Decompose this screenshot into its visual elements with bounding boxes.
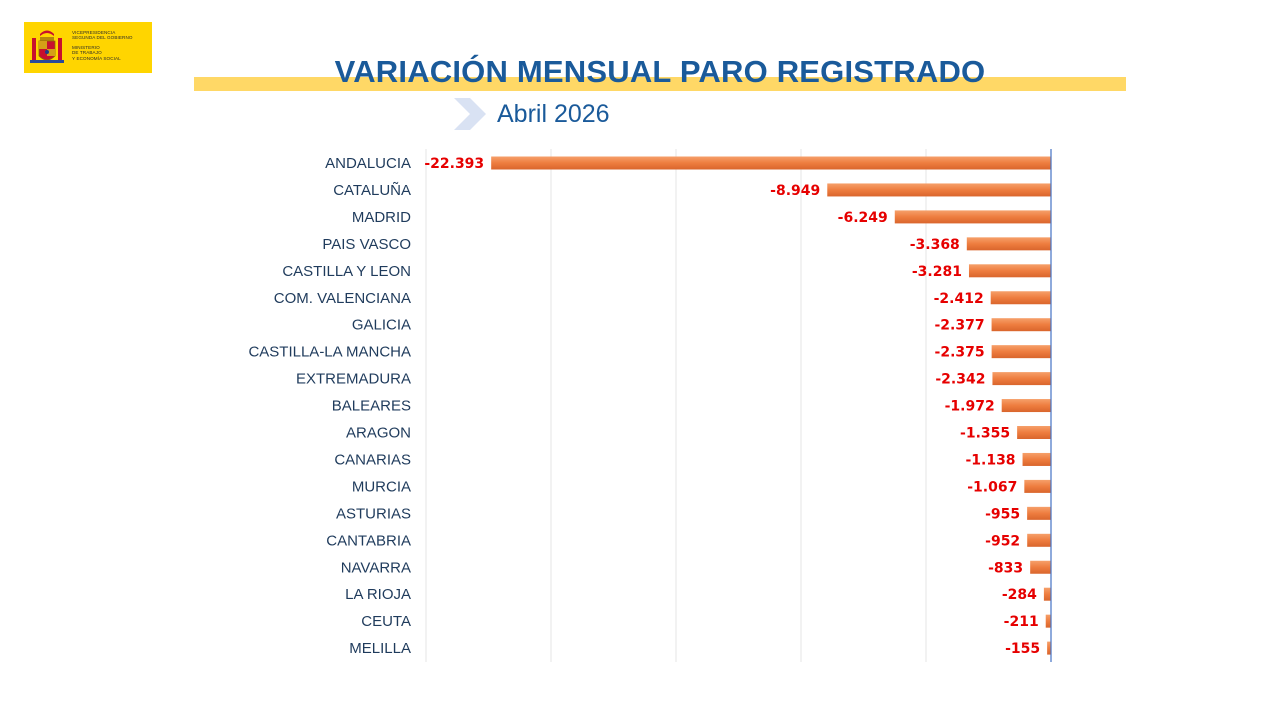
value-label: -952 (985, 533, 1020, 549)
bar-la-rioja (1043, 587, 1051, 601)
logo-line-2: SEGUNDA DEL GOBIERNO (72, 35, 133, 41)
bar-aragon (1017, 426, 1051, 439)
bar-castilla-y-leon (968, 264, 1051, 278)
value-label: -3.281 (912, 264, 962, 280)
category-label: GALICIA (352, 317, 411, 334)
page-title: VARIACIÓN MENSUAL PARO REGISTRADO (334, 54, 986, 89)
category-label: ARAGON (346, 425, 411, 442)
bar-asturias (1027, 506, 1051, 520)
logo-line-4: DE TRABAJO (72, 50, 102, 56)
category-label: MADRID (352, 209, 411, 226)
category-label: EXTREMADURA (296, 371, 411, 388)
bar-canarias (1022, 452, 1051, 466)
category-labels: ANDALUCIA CATALUÑA MADRID PAIS VASCO CASTILL… (248, 155, 411, 657)
bar-galicia (991, 318, 1051, 332)
title-highlight-band (194, 77, 1126, 91)
bar-melilla (1047, 641, 1051, 655)
coat-of-arms-icon (30, 30, 64, 63)
category-label: CEUTA (361, 613, 411, 630)
bar-cataluña (827, 183, 1051, 197)
category-label: PAIS VASCO (322, 236, 411, 253)
category-label: MELILLA (349, 640, 411, 657)
logo-line-1: VICEPRESIDENCIA (72, 30, 116, 35)
category-label: ANDALUCIA (325, 155, 411, 172)
bar-andalucia (491, 156, 1051, 170)
value-label: -155 (1005, 641, 1040, 657)
value-label: -2.375 (935, 345, 985, 361)
value-label: -8.949 (770, 183, 820, 199)
value-label: -2.342 (935, 372, 985, 388)
value-labels: -22.393 -8.949 -6.249 -3.368 -3.281 -2.412 -2.… (424, 156, 1040, 657)
category-label: CANTABRIA (326, 532, 411, 549)
category-label: CANARIAS (334, 451, 411, 468)
logo-line-3: MINISTERIO (72, 44, 100, 50)
value-label: -1.067 (967, 479, 1017, 495)
bar-madrid (894, 210, 1051, 224)
value-label: -6.249 (838, 210, 888, 226)
bars (491, 156, 1051, 655)
grid-lines (425, 149, 927, 662)
value-label: -1.355 (960, 426, 1010, 442)
value-label: -22.393 (424, 156, 484, 172)
bar-ceuta (1045, 614, 1051, 628)
value-label: -211 (1004, 614, 1039, 630)
bar-navarra (1030, 560, 1051, 574)
category-label: CASTILLA Y LEON (282, 263, 411, 280)
value-label: -1.972 (945, 399, 995, 415)
category-label: COM. VALENCIANA (274, 290, 411, 307)
chart-subtitle: Abril 2026 (497, 100, 610, 128)
category-label: CASTILLA-LA MANCHA (248, 344, 411, 361)
value-label: -833 (988, 560, 1023, 576)
ministry-logo: VICEPRESIDENCIA SEGUNDA DEL GOBIERNO MIN… (24, 22, 152, 73)
category-label: LA RIOJA (345, 586, 411, 603)
chevron-right-icon (454, 98, 486, 130)
category-label: CATALUÑA (333, 182, 411, 199)
value-label: -2.412 (934, 291, 984, 307)
category-label: BALEARES (332, 398, 411, 415)
logo-line-5: Y ECONOMÍA SOCIAL (72, 55, 121, 61)
value-label: -1.138 (965, 452, 1015, 468)
bar-com-valenciana (990, 291, 1051, 305)
bar-castilla-la-mancha (991, 345, 1051, 359)
category-label: ASTURIAS (336, 505, 411, 522)
bar-pais-vasco (966, 237, 1051, 251)
value-label: -284 (1002, 587, 1037, 603)
bar-murcia (1024, 479, 1051, 493)
bar-extremadura (992, 372, 1051, 386)
value-label: -3.368 (910, 237, 960, 253)
value-label: -955 (985, 506, 1020, 522)
value-label: -2.377 (934, 318, 984, 334)
bar-baleares (1001, 399, 1051, 413)
bar-cantabria (1027, 533, 1051, 547)
category-label: NAVARRA (341, 559, 411, 576)
category-label: MURCIA (352, 478, 411, 495)
